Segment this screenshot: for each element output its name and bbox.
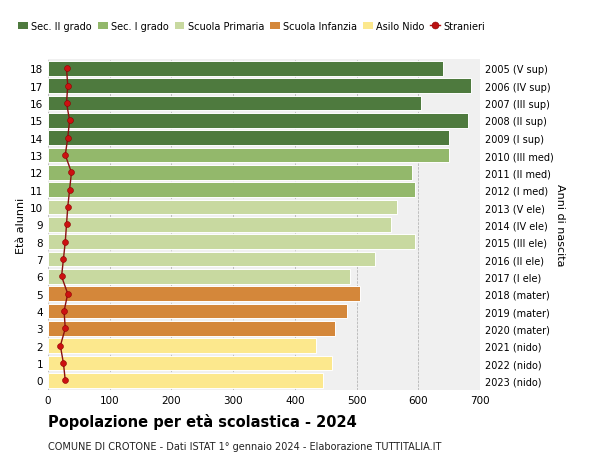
- Point: [63, 135, 73, 142]
- Point: [59, 256, 68, 263]
- Bar: [48, 269, 350, 284]
- Bar: [48, 339, 316, 353]
- Bar: [48, 356, 332, 371]
- Bar: [48, 62, 443, 77]
- Bar: [48, 114, 467, 129]
- Point: [56, 342, 65, 350]
- Point: [67, 169, 76, 177]
- Text: Popolazione per età scolastica - 2024: Popolazione per età scolastica - 2024: [48, 413, 357, 429]
- Point: [61, 377, 70, 384]
- Point: [62, 66, 71, 73]
- Bar: [48, 96, 421, 111]
- Point: [65, 187, 74, 194]
- Bar: [48, 148, 449, 163]
- Bar: [48, 287, 359, 302]
- Y-axis label: Età alunni: Età alunni: [16, 197, 26, 253]
- Point: [63, 83, 73, 90]
- Point: [63, 291, 73, 298]
- Bar: [48, 218, 391, 232]
- Point: [62, 221, 71, 229]
- Point: [61, 152, 70, 159]
- Bar: [48, 79, 471, 94]
- Point: [62, 100, 71, 107]
- Bar: [48, 252, 375, 267]
- Point: [61, 325, 70, 332]
- Legend: Sec. II grado, Sec. I grado, Scuola Primaria, Scuola Infanzia, Asilo Nido, Stran: Sec. II grado, Sec. I grado, Scuola Prim…: [19, 22, 485, 32]
- Point: [61, 239, 70, 246]
- Bar: [48, 131, 449, 146]
- Point: [63, 204, 73, 211]
- Bar: [48, 235, 415, 250]
- Bar: [48, 304, 347, 319]
- Bar: [48, 373, 323, 388]
- Point: [59, 308, 69, 315]
- Point: [59, 360, 68, 367]
- Point: [57, 273, 67, 280]
- Bar: [48, 166, 412, 180]
- Point: [65, 118, 74, 125]
- Bar: [48, 200, 397, 215]
- Text: COMUNE DI CROTONE - Dati ISTAT 1° gennaio 2024 - Elaborazione TUTTITALIA.IT: COMUNE DI CROTONE - Dati ISTAT 1° gennai…: [48, 441, 442, 451]
- Bar: [48, 183, 415, 198]
- Bar: [48, 321, 335, 336]
- Y-axis label: Anni di nascita: Anni di nascita: [555, 184, 565, 266]
